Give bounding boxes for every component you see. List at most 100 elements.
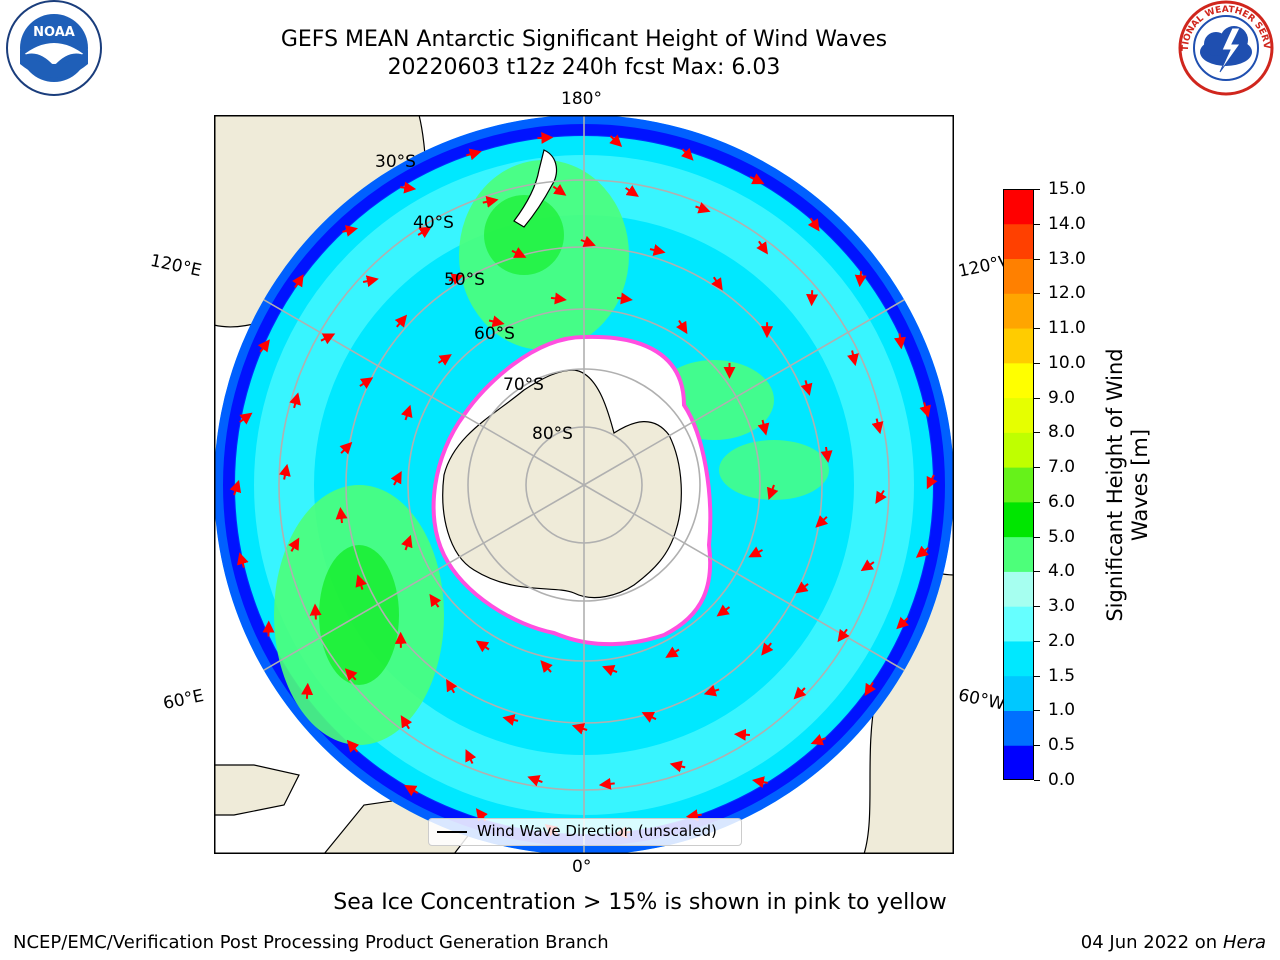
wave-direction-arrow <box>482 195 499 208</box>
lat-label-40s: 40°S <box>413 213 454 233</box>
wave-direction-arrow <box>675 319 688 335</box>
colorbar-band <box>1003 536 1034 572</box>
colorbar-tick-mark <box>1034 432 1040 434</box>
wave-direction-arrow <box>609 134 623 148</box>
wave-direction-arrow <box>810 734 826 746</box>
wave-direction-arrow <box>465 749 477 764</box>
wave-direction-arrow <box>875 489 887 504</box>
colorbar-band <box>1003 328 1034 364</box>
colorbar-band <box>1003 501 1034 538</box>
wave-direction-arrow <box>355 574 367 590</box>
colorbar-tick-label: 11.0 <box>1048 318 1086 339</box>
wave-direction-arrow <box>757 419 770 436</box>
wave-direction-arrow <box>915 545 929 558</box>
wave-direction-arrow <box>400 715 413 730</box>
wave-direction-arrow <box>239 412 253 425</box>
wave-direction-arrow <box>448 273 464 285</box>
wave-direction-arrow <box>429 593 442 608</box>
wave-direction-arrow <box>733 728 750 741</box>
noaa-logo-text: NOAA <box>33 25 75 40</box>
colorbar-band <box>1003 258 1034 294</box>
map-legend: Wind Wave Direction (unscaled) <box>428 818 742 846</box>
wave-direction-arrow <box>766 484 779 501</box>
wave-direction-arrow <box>339 441 353 455</box>
wave-direction-arrow <box>537 131 554 144</box>
wave-direction-arrow <box>854 271 867 288</box>
colorbar-tick-label: 7.0 <box>1048 457 1076 478</box>
wave-direction-arrow <box>847 350 859 367</box>
colorbar-tick-label: 13.0 <box>1048 248 1086 269</box>
wave-direction-arrow <box>292 274 304 289</box>
wave-direction-arrow <box>390 470 402 486</box>
colorbar-tick-mark <box>1034 467 1040 469</box>
lat-label-30s: 30°S <box>375 152 416 172</box>
wave-direction-arrow <box>815 515 829 528</box>
colorbar-tick-mark <box>1034 571 1040 573</box>
wave-direction-arrow <box>344 668 358 682</box>
antarctic-wave-map <box>214 115 954 854</box>
wave-direction-arrow <box>602 665 618 677</box>
wave-direction-arrow <box>749 173 765 185</box>
wave-direction-arrow <box>919 402 931 418</box>
legend-line <box>437 831 467 833</box>
wave-direction-arrow <box>807 217 820 232</box>
africa-land <box>214 764 300 816</box>
wave-direction-arrow <box>571 723 588 735</box>
colorbar-tick-mark <box>1034 189 1040 190</box>
wave-direction-arrow <box>761 642 774 656</box>
noaa-logo: NOAA <box>2 0 106 104</box>
colorbar-band <box>1003 467 1034 503</box>
colorbar-tick-label: 1.5 <box>1048 665 1076 686</box>
colorbar-band <box>1003 189 1034 225</box>
colorbar-tick-label: 10.0 <box>1048 352 1086 373</box>
chart-subtitle: 20220603 t12z 240h fcst Max: 6.03 <box>387 55 781 80</box>
colorbar-tick-label: 9.0 <box>1048 387 1076 408</box>
wave-direction-arrow <box>309 603 322 620</box>
colorbar-band <box>1003 571 1034 607</box>
wave-direction-arrow <box>616 292 633 305</box>
colorbar-tick-mark <box>1034 675 1040 677</box>
wave-direction-arrow <box>257 339 270 353</box>
wave-direction-arrow <box>404 784 419 797</box>
colorbar-tick-mark <box>1034 397 1040 399</box>
colorbar-tick-label: 3.0 <box>1048 596 1076 617</box>
colorbar-band <box>1003 640 1034 677</box>
colorbar-band <box>1003 362 1034 399</box>
colorbar-tick-mark <box>1034 362 1040 364</box>
colorbar-tick-label: 2.0 <box>1048 630 1076 651</box>
colorbar-tick-label: 4.0 <box>1048 561 1076 582</box>
wave-direction-arrow <box>552 183 567 196</box>
wave-direction-arrow <box>680 147 694 161</box>
colorbar-tick-label: 0.0 <box>1048 770 1076 790</box>
wave-direction-arrow <box>401 404 413 421</box>
colorbar-tick-mark <box>1034 536 1040 538</box>
lon-label-0: 0° <box>572 857 592 877</box>
wave-direction-arrow <box>926 474 938 490</box>
wave-direction-arrow <box>279 463 291 480</box>
wave-direction-arrow <box>527 775 543 787</box>
wind-wave-arrows <box>229 131 938 839</box>
colorbar-tick-label: 8.0 <box>1048 422 1076 443</box>
footer-date: 04 Jun 2022 on <box>1080 932 1218 953</box>
colorbar-tick-mark <box>1034 745 1040 747</box>
wave-direction-arrow <box>894 333 906 350</box>
wave-direction-arrow <box>703 684 720 697</box>
wave-direction-arrow <box>550 292 567 305</box>
colorbar-tick-label: 5.0 <box>1048 526 1076 547</box>
wave-direction-arrow <box>641 712 657 723</box>
wave-direction-arrow <box>649 244 666 256</box>
wave-direction-arrow <box>301 682 314 699</box>
nws-logo: NATIONAL WEATHER SERVICE <box>1170 0 1278 104</box>
colorbar-tick-label: 6.0 <box>1048 491 1076 512</box>
colorbar-tick-label: 1.0 <box>1048 700 1076 721</box>
wave-direction-arrow <box>288 537 300 552</box>
colorbar-band <box>1003 745 1034 781</box>
map-panel <box>214 115 954 854</box>
wave-direction-arrow <box>580 235 596 248</box>
wave-direction-arrow <box>346 739 360 753</box>
colorbar <box>1003 189 1034 781</box>
wave-direction-arrow <box>289 392 301 409</box>
lat-label-60s: 60°S <box>474 324 515 344</box>
wave-direction-arrow <box>896 616 910 630</box>
wave-direction-arrow <box>669 760 686 773</box>
